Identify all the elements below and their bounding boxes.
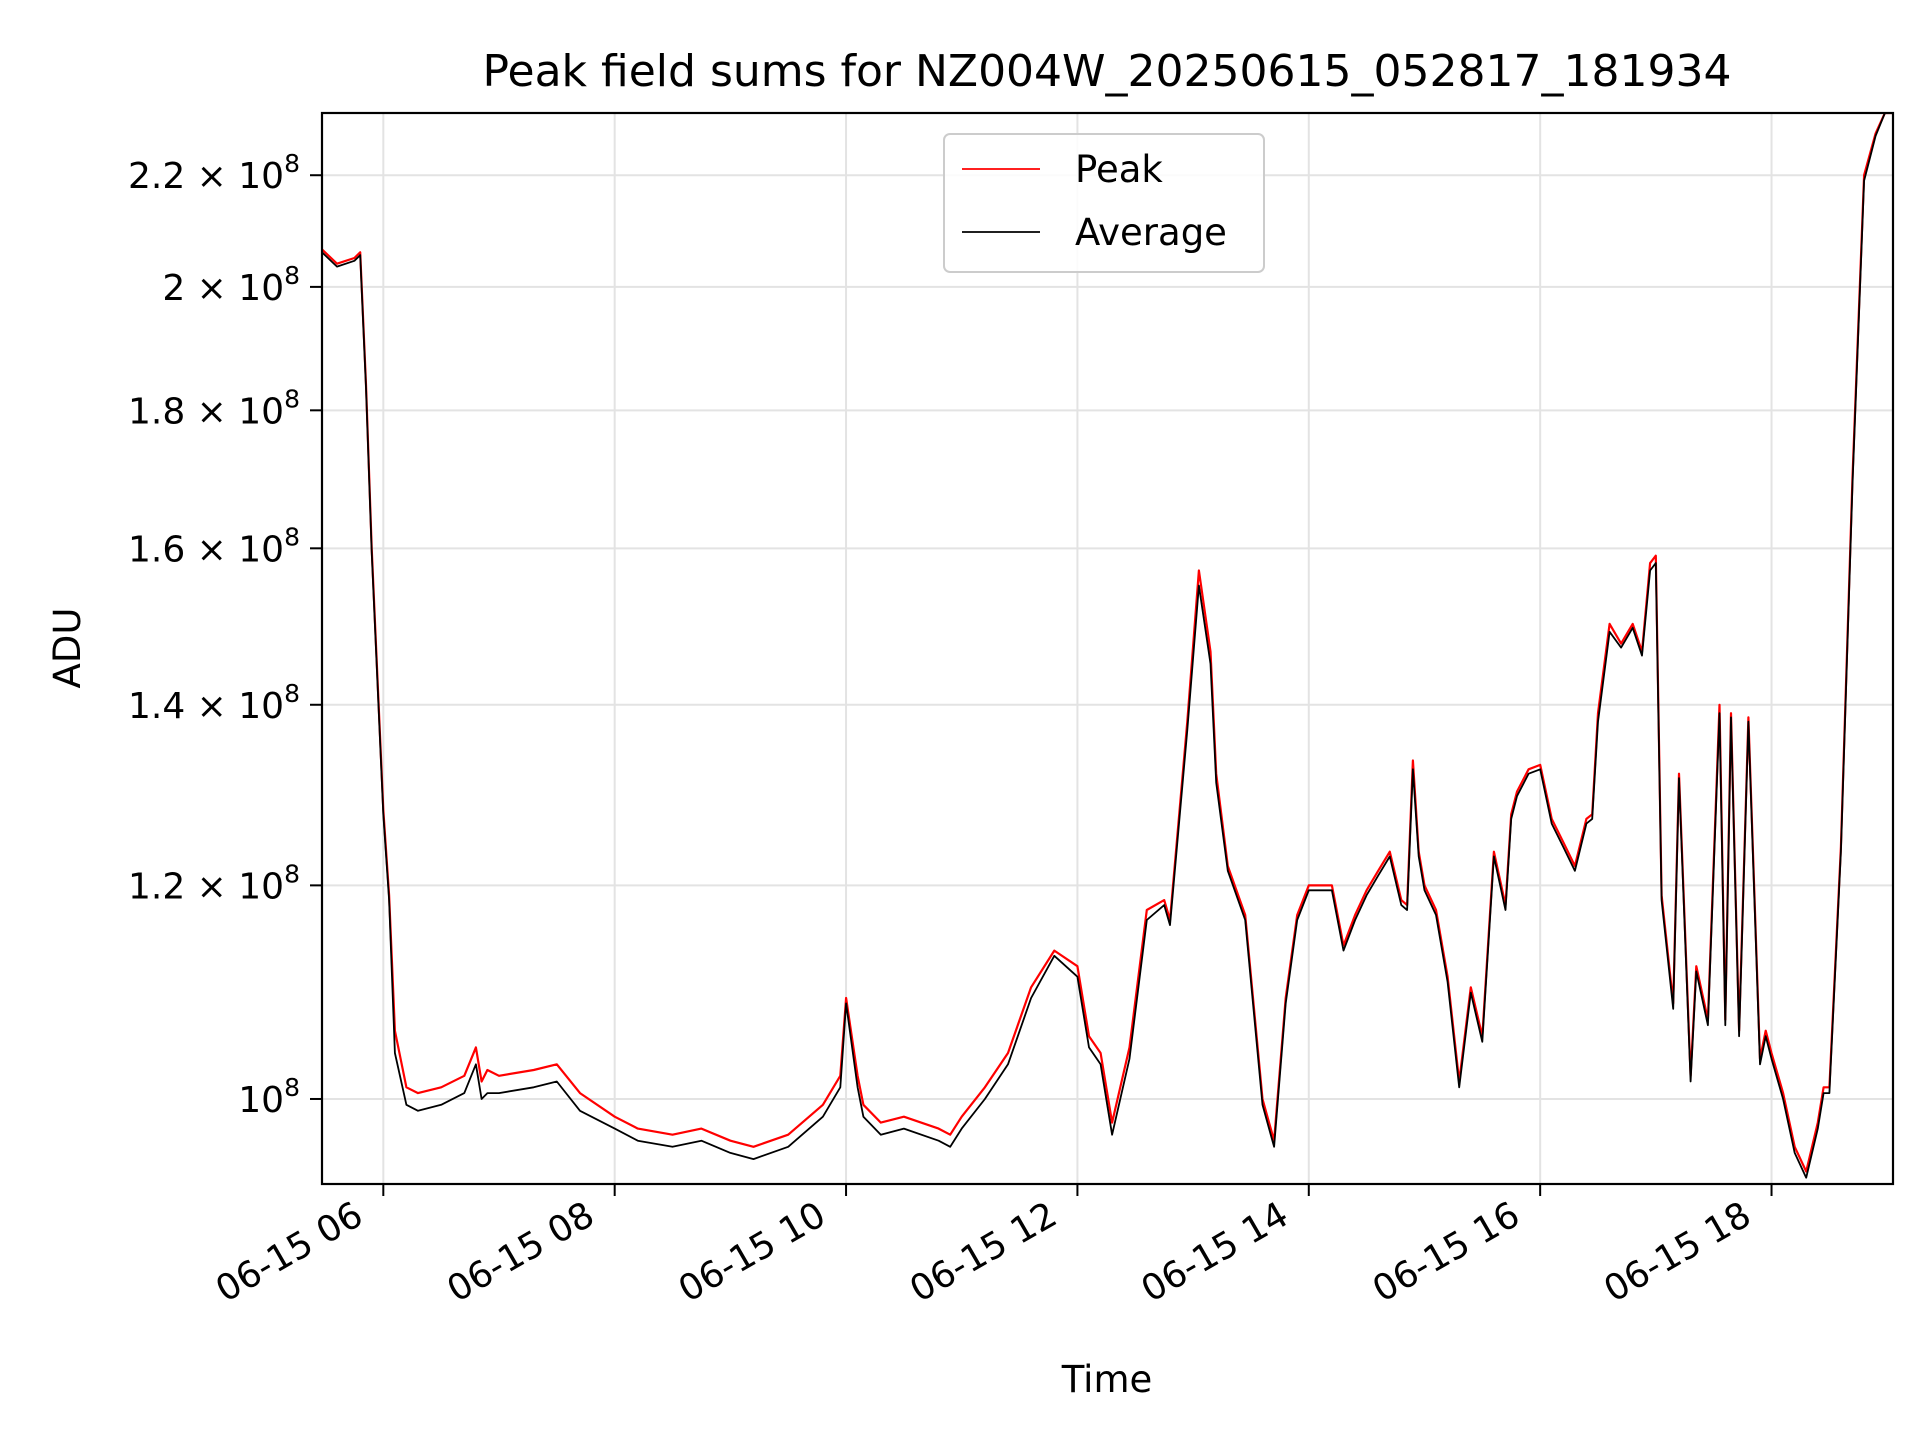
series-average-line (322, 113, 1893, 1179)
y-tick-label: 1.6 × 108 (128, 522, 300, 570)
y-tick-base: 10 (238, 1080, 284, 1121)
y-axis-title: ADU (46, 608, 89, 689)
y-tick-exponent: 8 (284, 522, 300, 551)
y-tick-exponent: 8 (284, 149, 300, 178)
legend: Peak Average (943, 133, 1265, 273)
x-axis-title: Time (1061, 1358, 1153, 1401)
y-tick-label: 1.2 × 108 (128, 859, 300, 907)
series-layer (322, 113, 1893, 1179)
plot-area-frame (320, 111, 1895, 1186)
legend-label-peak: Peak (1075, 148, 1163, 191)
series-group (322, 113, 1893, 1179)
y-tick-exponent: 8 (284, 261, 300, 290)
y-tick-exponent: 8 (284, 1073, 300, 1102)
y-tick-base: 1.4 × 10 (128, 686, 284, 727)
y-tick-base: 1.8 × 10 (128, 391, 284, 432)
y-tick-base: 2.2 × 10 (128, 156, 284, 197)
legend-label-average: Average (1075, 211, 1227, 254)
y-tick-label: 1.4 × 108 (128, 679, 300, 727)
y-tick-base: 2 × 10 (162, 268, 284, 309)
chart-title: Peak field sums for NZ004W_20250615_0528… (483, 46, 1732, 97)
y-tick-label: 1.8 × 108 (128, 384, 300, 432)
y-tick-exponent: 8 (284, 859, 300, 888)
y-tick-exponent: 8 (284, 679, 300, 708)
y-tick-exponent: 8 (284, 384, 300, 413)
y-tick-base: 1.2 × 10 (128, 866, 284, 907)
y-tick-base: 1.6 × 10 (128, 529, 284, 570)
y-tick-label: 2.2 × 108 (128, 149, 300, 197)
y-tick-label: 108 (238, 1073, 300, 1121)
y-tick-label: 2 × 108 (162, 261, 300, 309)
